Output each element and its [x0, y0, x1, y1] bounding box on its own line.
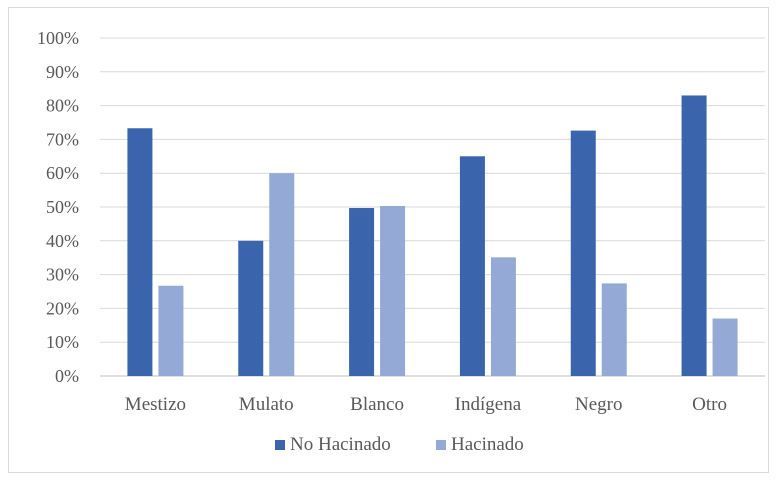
x-category-label: Mestizo: [125, 394, 186, 415]
x-axis: Mestizo Mulato Blanco Indígena Negro Otro: [125, 394, 727, 415]
legend-swatch: [436, 440, 446, 450]
y-tick-label: 10%: [46, 332, 79, 352]
y-tick-label: 60%: [46, 163, 79, 183]
bar-hacinado-otro: [712, 318, 738, 376]
x-category-label: Indígena: [455, 394, 522, 415]
y-tick-label: 70%: [46, 129, 79, 149]
bar-hacinado-mulato: [269, 173, 295, 376]
x-category-label: Otro: [692, 394, 727, 415]
bar-no-hacinado-otro: [681, 95, 707, 377]
bar-hacinado-indígena: [490, 257, 516, 376]
bar-hacinado-blanco: [380, 205, 406, 376]
gridlines: [100, 37, 765, 377]
legend-label: No Hacinado: [290, 434, 391, 455]
y-tick-label: 40%: [46, 231, 79, 251]
bar-no-hacinado-mestizo: [127, 128, 153, 376]
y-tick-label: 30%: [46, 265, 79, 285]
bar-no-hacinado-blanco: [349, 208, 375, 376]
bar-no-hacinado-indígena: [459, 156, 485, 376]
y-tick-label: 50%: [46, 197, 79, 217]
bar-no-hacinado-mulato: [238, 240, 264, 376]
y-tick-label: 100%: [37, 28, 79, 48]
y-tick-label: 90%: [46, 62, 79, 82]
y-tick-label: 20%: [46, 298, 79, 318]
y-tick-label: 0%: [55, 366, 79, 386]
bar-hacinado-mestizo: [158, 285, 184, 376]
x-category-label: Mulato: [239, 394, 294, 415]
y-tick-label: 80%: [46, 96, 79, 116]
bar-no-hacinado-negro: [570, 130, 596, 376]
x-category-label: Negro: [575, 394, 622, 415]
bars: [127, 95, 738, 377]
y-axis: 0% 10% 20% 30% 40% 50% 60% 70% 80% 90% 100%: [37, 28, 79, 386]
legend-label: Hacinado: [451, 434, 524, 455]
legend: No Hacinado Hacinado: [275, 434, 524, 455]
x-category-label: Blanco: [350, 394, 404, 415]
legend-swatch: [275, 440, 285, 450]
bar-hacinado-negro: [601, 283, 627, 376]
